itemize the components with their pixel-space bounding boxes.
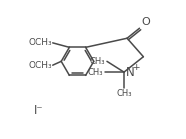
Text: CH₃: CH₃ (90, 57, 105, 66)
Text: N: N (126, 66, 134, 79)
Text: OCH₃: OCH₃ (28, 61, 52, 70)
Text: I⁻: I⁻ (34, 104, 44, 117)
Text: O: O (141, 18, 150, 28)
Text: CH₃: CH₃ (88, 68, 103, 77)
Text: CH₃: CH₃ (116, 89, 132, 98)
Text: +: + (132, 63, 139, 72)
Text: OCH₃: OCH₃ (28, 38, 52, 47)
